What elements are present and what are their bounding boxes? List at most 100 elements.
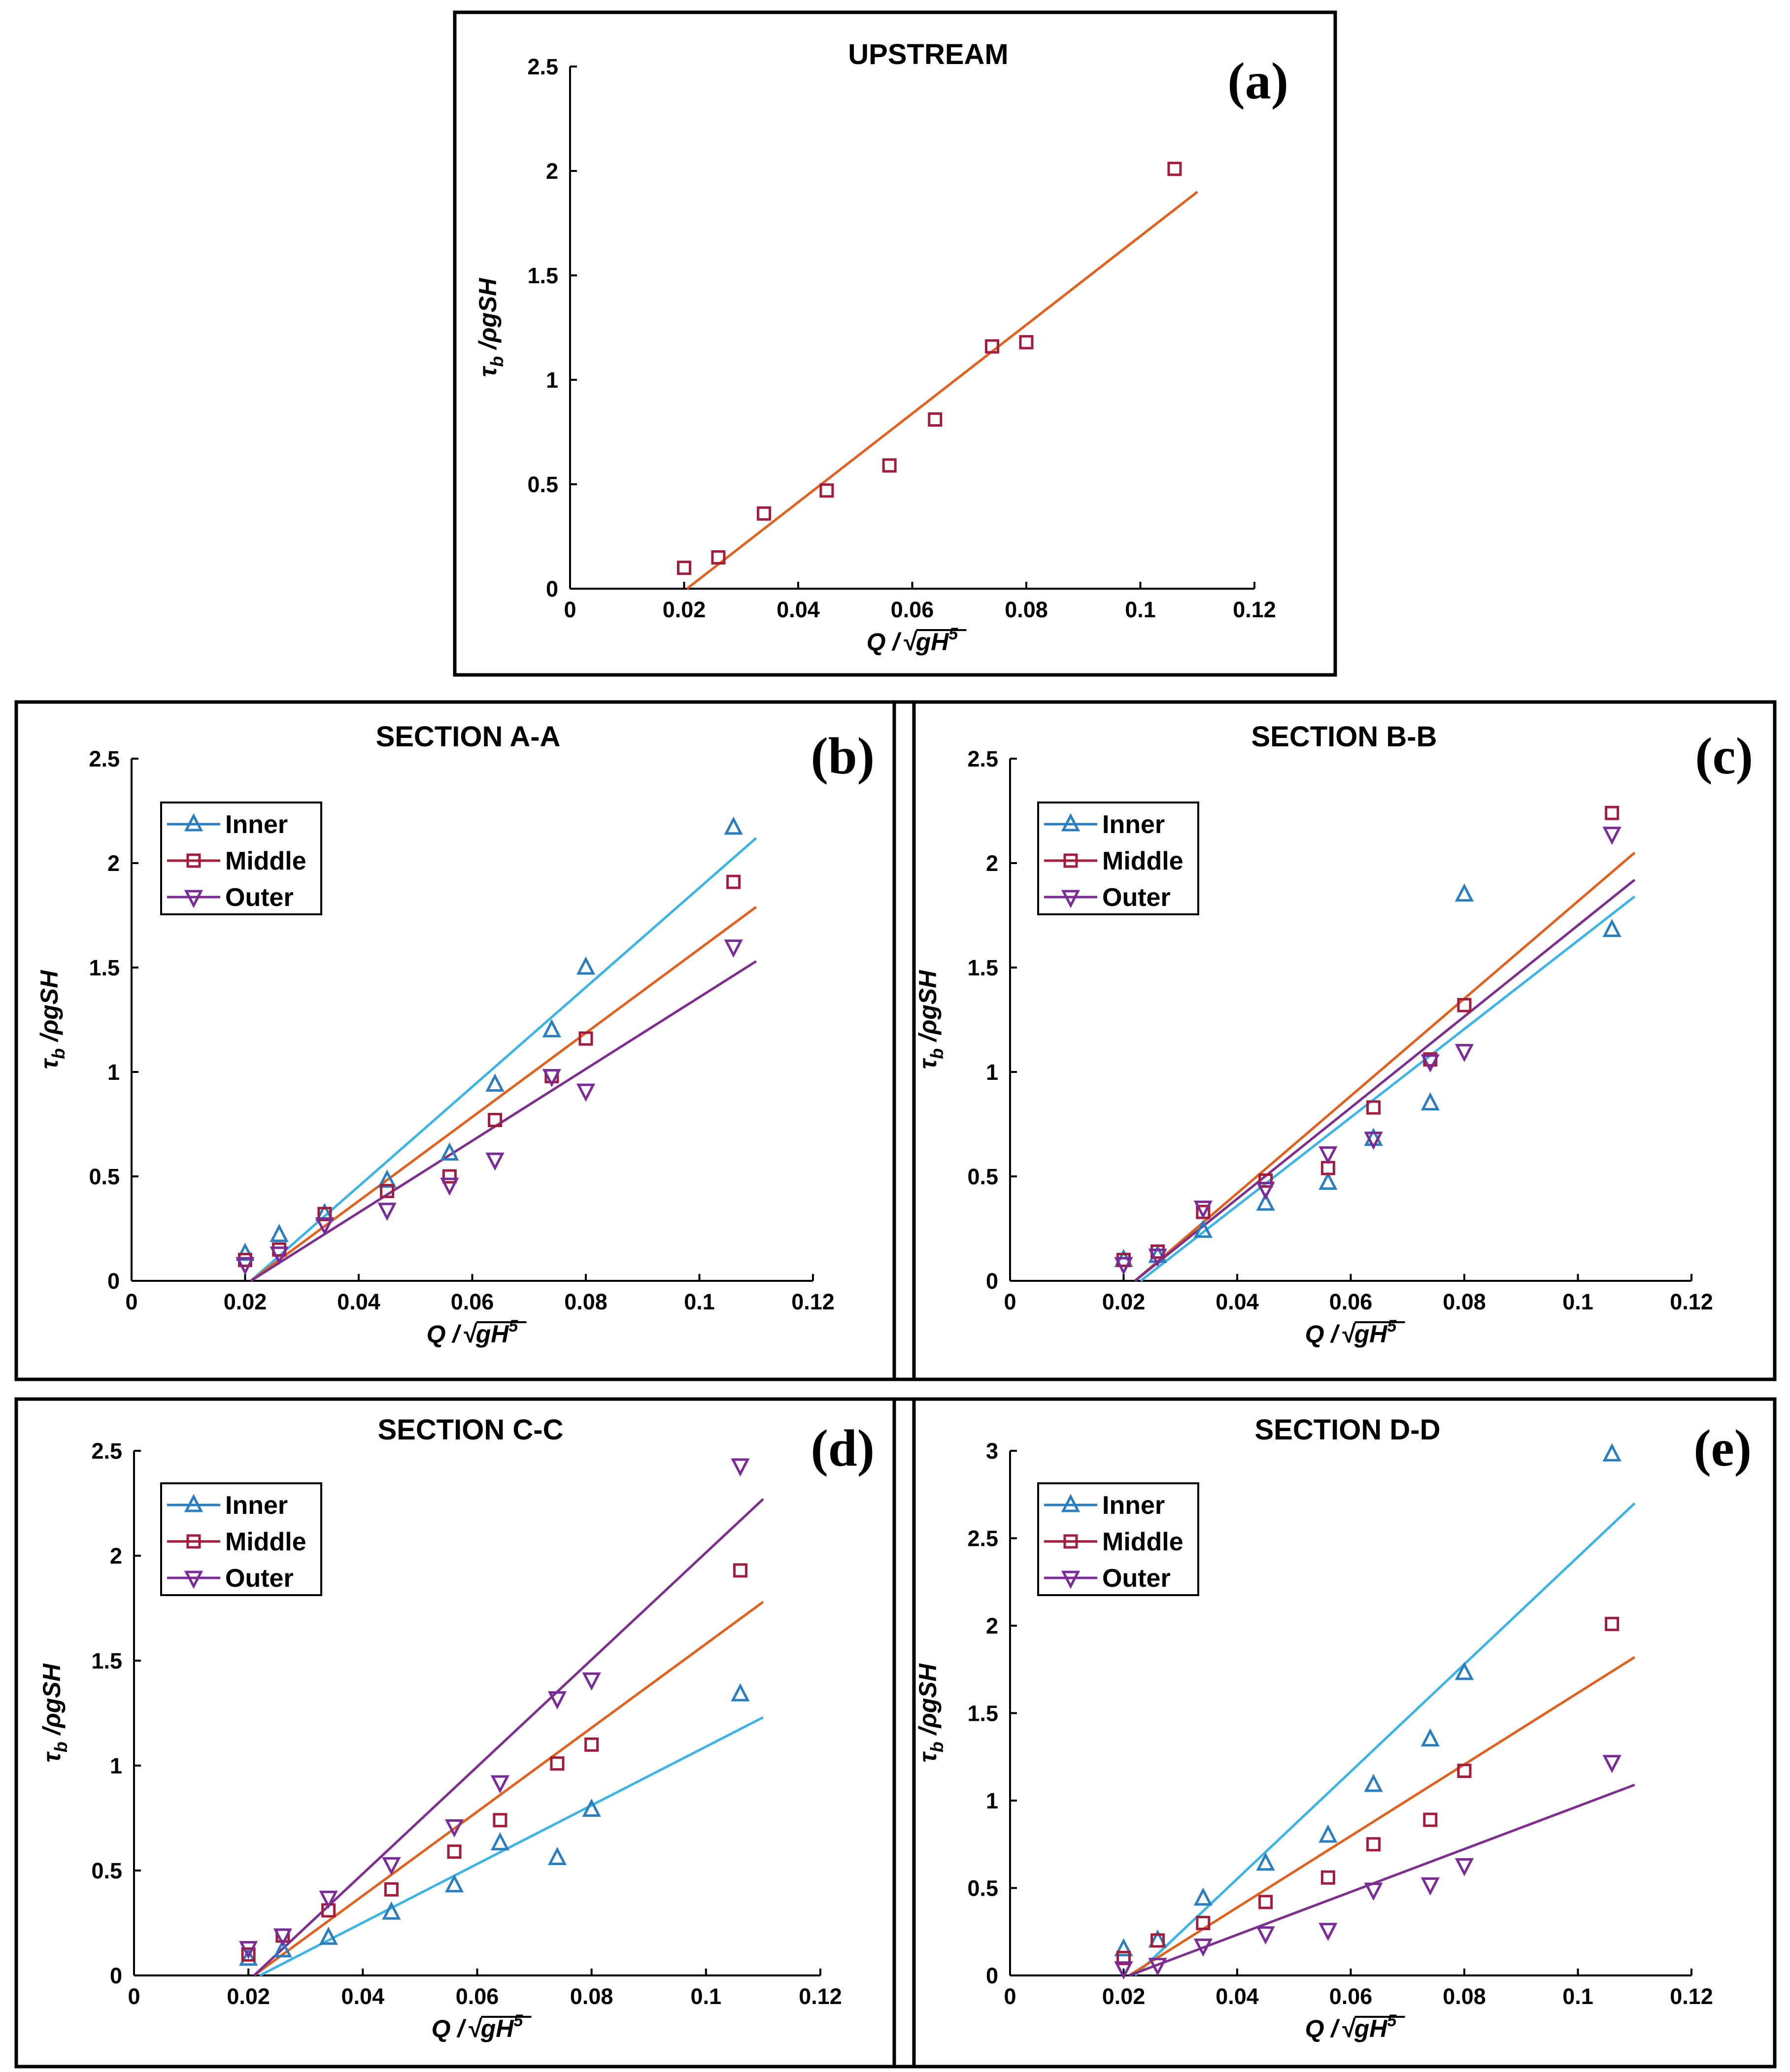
legend-label-outer: Outer (1102, 1564, 1171, 1593)
data-point-outer (1318, 1923, 1338, 1941)
fit-line-outer (250, 960, 757, 1282)
data-point-middle (447, 1844, 462, 1859)
panel-letter: (d) (811, 1419, 875, 1477)
y-axis-label-sub: b (487, 356, 507, 367)
y-axis-label-rest: /ρgSH (914, 970, 942, 1048)
x-tick-label: 0 (1004, 1984, 1016, 2009)
x-tick-label: 0 (564, 597, 576, 622)
y-axis-label: τb /ρgSH (35, 970, 68, 1069)
fit-line-outer (1134, 878, 1636, 1282)
y-tick-label: 0.5 (89, 1164, 120, 1189)
y-tick-label: 0 (986, 1963, 998, 1988)
x-tick-label: 0.08 (1443, 1984, 1486, 2009)
legend-marker-inner (1061, 813, 1081, 832)
panel-e: 0 0.02 0.04 0.06 0.08 0.1 0.12 0 0.5 1 1.5 2 2.5 3 Q /… (892, 1397, 1777, 2069)
y-tick-label: 3 (986, 1438, 998, 1464)
x-tick-label: 0.1 (1125, 597, 1156, 622)
legend-label-middle: Middle (1102, 1528, 1183, 1556)
y-tick-label: 0.5 (91, 1858, 122, 1883)
data-point-outer (440, 1177, 459, 1196)
legend-label-inner: Inner (225, 810, 288, 839)
x-tick-label: 0.02 (1102, 1289, 1146, 1314)
data-point-outer (1318, 1146, 1338, 1165)
y-axis-label-tau: τ (474, 366, 502, 377)
data-point-outer (1454, 1858, 1474, 1876)
chart-title: UPSTREAM (848, 38, 1008, 70)
x-axis-label: Q / √gH5 (867, 625, 959, 656)
data-point-inner (1454, 883, 1474, 902)
y-tick-label: 2.5 (967, 1526, 998, 1551)
y-tick-label: 0 (110, 1963, 122, 1988)
x-axis-label-exponent: 5 (948, 625, 958, 643)
y-tick-label: 0 (546, 576, 558, 602)
data-point-outer (377, 1203, 397, 1221)
x-tick-label: 0 (128, 1984, 140, 2009)
x-tick-label: 0.12 (799, 1984, 842, 2009)
data-point-outer (1256, 1181, 1275, 1200)
x-axis-label-exponent: 5 (1387, 2011, 1397, 2030)
data-point-inner (1256, 1192, 1275, 1211)
data-point-outer (731, 1458, 750, 1477)
y-axis-label-tau: τ (914, 1058, 942, 1069)
x-tick-label: 0.1 (1562, 1984, 1593, 2009)
legend-marker-inner (184, 1494, 203, 1512)
y-tick-label: 0.5 (527, 472, 558, 497)
x-tick-label: 0.12 (791, 1289, 835, 1314)
y-tick-label: 1.5 (89, 955, 120, 980)
data-point-outer (382, 1857, 401, 1875)
data-point-middle (726, 874, 741, 889)
x-tick-label: 0.06 (1329, 1289, 1373, 1314)
panel-frame (892, 700, 1777, 1381)
legend-marker-outer (184, 890, 203, 908)
legend-marker-middle (1063, 853, 1078, 868)
data-point-middle (733, 1563, 747, 1578)
x-axis-label-exponent: 5 (513, 2011, 523, 2030)
fit-line-inner (1140, 895, 1636, 1282)
data-point-inner (724, 816, 743, 835)
data-point-inner (1364, 1773, 1383, 1792)
data-point-inner (319, 1926, 338, 1945)
x-tick-label: 0.08 (1005, 597, 1048, 622)
x-tick-label: 0.1 (1562, 1289, 1593, 1314)
y-tick-label: 2.5 (91, 1438, 122, 1464)
x-tick-label: 0.02 (224, 1289, 267, 1314)
y-tick-label: 2.5 (527, 54, 558, 79)
y-axis-label: τb /ρgSH (474, 278, 507, 377)
data-point-outer (724, 939, 743, 958)
fit-line-middle (250, 906, 757, 1282)
x-tick-label: 0.1 (691, 1984, 722, 2009)
data-point-outer (1420, 1877, 1440, 1896)
chart-title: SECTION D-D (1255, 1414, 1441, 1446)
chart-title: SECTION B-B (1251, 721, 1437, 753)
data-point-outer (1364, 1882, 1383, 1901)
legend-label-outer: Outer (225, 1564, 294, 1593)
y-tick-label: 1.5 (967, 955, 998, 980)
data-point-middle (317, 1206, 332, 1221)
data-point-outer (1193, 1201, 1213, 1219)
chart-title: SECTION C-C (378, 1414, 564, 1446)
y-axis-label: τb /ρgSH (914, 970, 947, 1069)
legend-marker-inner (1061, 1494, 1081, 1512)
data-point-middle (757, 506, 772, 521)
data-point-inner (547, 1846, 567, 1865)
data-point-inner (444, 1874, 464, 1893)
data-point-inner (731, 1683, 750, 1702)
x-tick-label: 0 (1004, 1289, 1016, 1314)
y-axis-label-sub: b (51, 1741, 71, 1752)
panel-frame (14, 700, 916, 1381)
data-point-inner (440, 1142, 459, 1161)
data-point-inner (382, 1901, 401, 1920)
data-point-outer (547, 1691, 567, 1710)
data-point-middle (380, 1184, 395, 1199)
y-tick-label: 1.5 (91, 1648, 122, 1673)
data-point-middle (1605, 1616, 1620, 1631)
data-point-outer (1256, 1926, 1275, 1945)
data-point-inner (377, 1170, 397, 1188)
x-tick-label: 0.1 (684, 1289, 715, 1314)
data-point-outer (1454, 1044, 1474, 1063)
x-axis-label-q: Q / (1305, 2015, 1341, 2042)
x-tick-label: 0.06 (1329, 1984, 1373, 2009)
data-point-inner (270, 1224, 289, 1242)
y-tick-label: 1.5 (967, 1701, 998, 1726)
x-axis-label-q: Q / (427, 1320, 462, 1348)
